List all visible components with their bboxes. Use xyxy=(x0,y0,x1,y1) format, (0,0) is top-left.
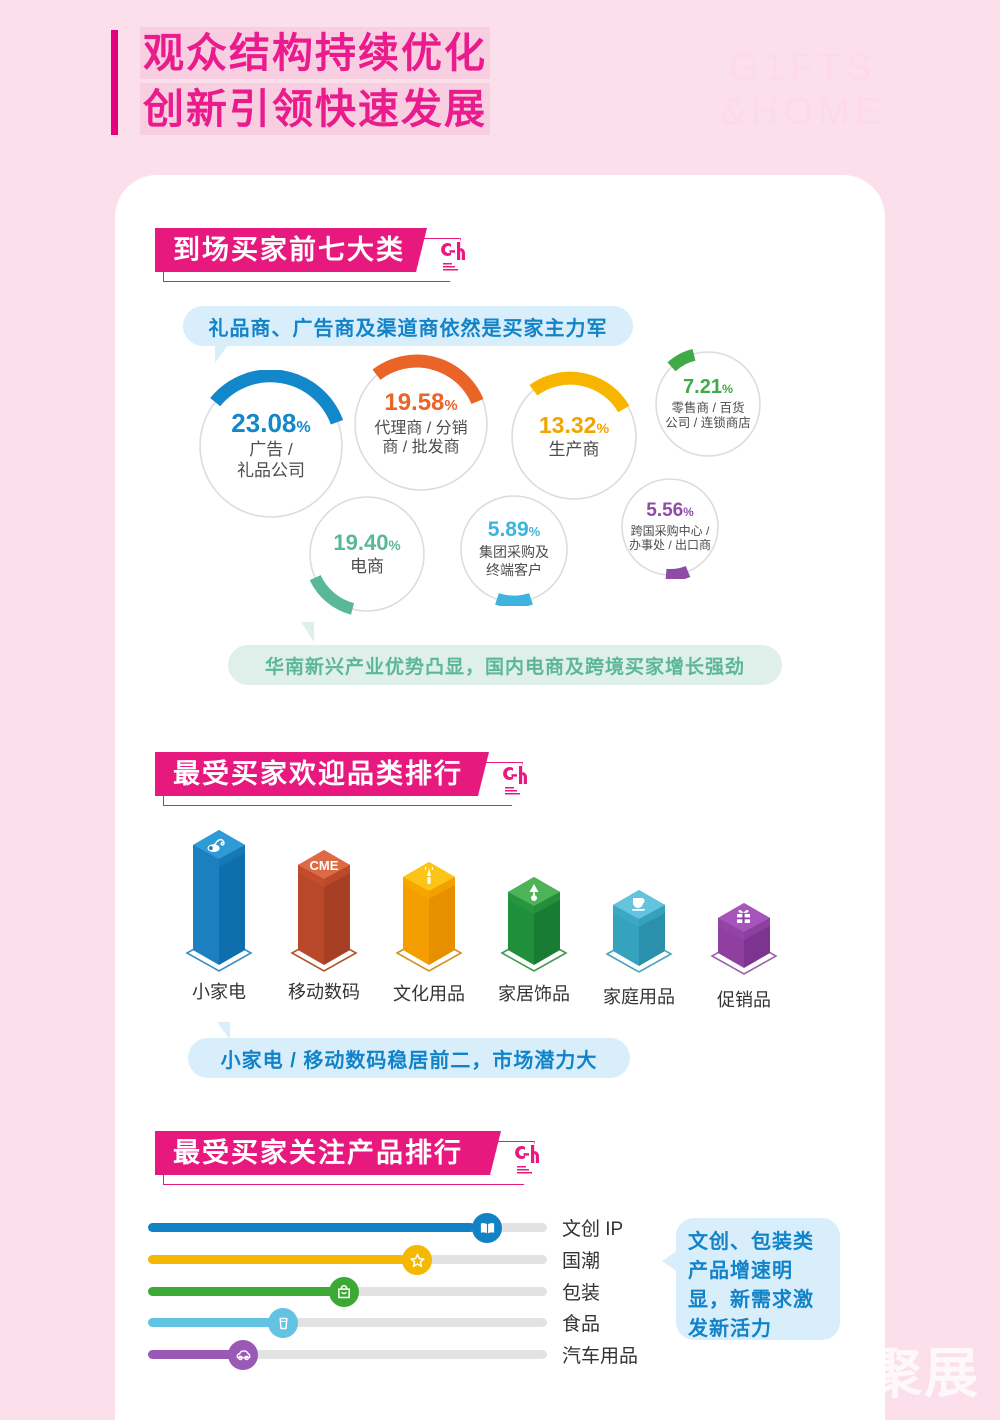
callout-categories-text: 小家电 / 移动数码稳居前二，市场潜力大 xyxy=(220,1049,598,1072)
callout-products-tail xyxy=(662,1250,678,1272)
slider-track-3[interactable] xyxy=(148,1318,547,1327)
donut-advertising: 23.08% 广告 / 礼品公司 xyxy=(195,369,347,522)
banner-bg xyxy=(155,228,427,272)
bar-label-0: 小家电 xyxy=(192,982,246,1002)
brand-logo: G1FTS &HOME xyxy=(721,46,885,134)
page-header: 观众结构持续优化 创新引领快速发展 G1FTS &HOME xyxy=(0,0,1000,175)
callout-buyers-bottom: 华南新兴产业优势凸显，国内电商及跨境买家增长强劲 xyxy=(228,645,782,685)
donut-advertising-name-1: 广告 / xyxy=(249,440,293,460)
bar-household: 家庭用品 xyxy=(597,888,717,1007)
title-line-1: 观众结构持续优化 xyxy=(140,27,490,79)
callout-buyers-top-tail xyxy=(215,345,241,363)
donut-international-name-1: 跨国采购中心 / xyxy=(630,523,710,538)
donut-ecommerce: 19.40% 电商 xyxy=(305,492,429,616)
donut-manufacturer-label: 13.32% 生产商 xyxy=(538,412,610,460)
title-line-2: 创新引领快速发展 xyxy=(140,83,490,135)
slider-knob-star-icon[interactable] xyxy=(402,1245,432,1275)
banner-title-buyers: 到场买家前七大类 xyxy=(173,235,405,265)
slider-fill-3 xyxy=(148,1318,273,1327)
donut-agent-label: 19.58% 代理商 / 分销 商 / 批发商 xyxy=(374,389,468,457)
bar-chart-group: 小家电 CME 移动数码 文化用品 xyxy=(115,175,885,1420)
donut-international-value: 5.56 xyxy=(646,499,684,521)
callout-products-text: 文创、包装类产品增速明显，新需求激发新活力 xyxy=(688,1231,814,1340)
donut-group-purchase-value: 5.89 xyxy=(487,518,529,542)
callout-buyers-top-text: 礼品商、广告商及渠道商依然是买家主力军 xyxy=(208,317,608,340)
donut-manufacturer-value: 13.32 xyxy=(538,412,597,439)
callout-buyers-bottom-text: 华南新兴产业优势凸显，国内电商及跨境买家增长强劲 xyxy=(264,656,745,678)
donut-agent-value: 19.58 xyxy=(384,389,445,417)
slider-label-1: 国潮 xyxy=(562,1251,601,1272)
bar-label-5: 促销品 xyxy=(717,990,771,1010)
bar-mobile-digital: CME 移动数码 xyxy=(282,848,402,1002)
donut-group-purchase-label: 5.89% 集团采购及 终端客户 xyxy=(479,518,549,578)
donut-manufacturer: 13.32% 生产商 xyxy=(507,370,641,504)
donut-agent-name-2: 商 / 批发商 xyxy=(382,439,460,457)
bar-small-appliance: 小家电 xyxy=(177,828,297,1002)
donut-advertising-name-2: 礼品公司 xyxy=(237,461,305,481)
callout-buyers-top: 礼品商、广告商及渠道商依然是买家主力军 xyxy=(183,306,633,346)
donut-retailer-value: 7.21 xyxy=(683,375,722,398)
donut-international-label: 5.56% 跨国采购中心 / 办事处 / 出口商 xyxy=(628,499,711,553)
slider-label-2: 包装 xyxy=(562,1283,601,1304)
donut-ecommerce-value: 19.40 xyxy=(333,529,389,555)
donut-retailer-name-1: 零售商 / 百货 xyxy=(671,400,745,415)
title-accent-bar xyxy=(111,30,118,135)
brand-line-1: G1FTS xyxy=(729,47,877,89)
donut-international-name-2: 办事处 / 出口商 xyxy=(628,538,711,553)
donut-international: 5.56% 跨国采购中心 / 办事处 / 出口商 xyxy=(618,475,722,582)
donut-agent: 19.58% 代理商 / 分销 商 / 批发商 xyxy=(350,353,492,495)
donut-advertising-label: 23.08% 广告 / 礼品公司 xyxy=(231,408,311,481)
slider-knob-bag-icon[interactable] xyxy=(329,1277,359,1307)
slider-label-3: 食品 xyxy=(562,1314,601,1335)
banner-title-categories: 最受买家欢迎品类排行 xyxy=(173,759,463,789)
donut-retailer-label: 7.21% 零售商 / 百货 公司 / 连锁商店 xyxy=(665,375,751,430)
donut-ecommerce-label: 19.40% 电商 xyxy=(333,529,401,576)
banner-bg-2 xyxy=(155,752,489,796)
donut-retailer-name-2: 公司 / 连锁商店 xyxy=(665,416,751,430)
gh-logo-icon xyxy=(431,230,475,280)
banner-bg-3 xyxy=(155,1131,501,1175)
gh-logo-icon-3 xyxy=(505,1133,549,1183)
bar-label-2: 文化用品 xyxy=(393,984,465,1004)
slider-fill-0 xyxy=(148,1223,475,1232)
banner-products: 最受买家关注产品排行 xyxy=(155,1131,539,1175)
slider-knob-car-icon[interactable] xyxy=(228,1340,258,1370)
bar-home-decor: 家居饰品 xyxy=(492,875,612,1004)
bar-label-4: 家庭用品 xyxy=(603,987,675,1007)
slider-track-4[interactable] xyxy=(148,1350,547,1359)
bar-cultural-goods: 文化用品 xyxy=(387,860,507,1004)
donut-retailer: 7.21% 零售商 / 百货 公司 / 连锁商店 xyxy=(652,348,764,460)
bar-label-1: 移动数码 xyxy=(288,982,360,1002)
watermark: 聚展 xyxy=(868,1344,980,1404)
slider-fill-4 xyxy=(148,1350,233,1359)
slider-knob-book-icon[interactable] xyxy=(472,1213,502,1243)
callout-products: 文创、包装类产品增速明显，新需求激发新活力 xyxy=(676,1218,840,1340)
donut-group-purchase-name-1: 集团采购及 xyxy=(479,544,549,561)
banner-categories: 最受买家欢迎品类排行 xyxy=(155,752,527,796)
donut-agent-name-1: 代理商 / 分销 xyxy=(374,419,468,437)
bar-label-3: 家居饰品 xyxy=(498,984,570,1004)
banner-title-products: 最受买家关注产品排行 xyxy=(173,1138,463,1168)
brand-line-2: &HOME xyxy=(720,91,885,133)
slider-label-0: 文创 IP xyxy=(562,1219,624,1240)
donut-ecommerce-name: 电商 xyxy=(350,556,384,576)
gh-logo-icon-2 xyxy=(493,754,537,804)
donut-manufacturer-name: 生产商 xyxy=(548,440,600,460)
donut-group-purchase: 5.89% 集团采购及 终端客户 xyxy=(457,492,571,608)
slider-label-4: 汽车用品 xyxy=(562,1346,639,1367)
banner-buyers: 到场买家前七大类 xyxy=(155,228,465,272)
donut-chart-group: 23.08% 广告 / 礼品公司 19.58% 代理商 / 分销 商 / 批发商 xyxy=(115,175,885,735)
page-title: 观众结构持续优化 创新引领快速发展 xyxy=(140,27,490,135)
slider-fill-1 xyxy=(148,1255,406,1264)
donut-group-purchase-name-2: 终端客户 xyxy=(486,561,542,578)
callout-categories: 小家电 / 移动数码稳居前二，市场潜力大 xyxy=(188,1038,630,1078)
svg-text:CME: CME xyxy=(310,858,339,873)
bar-promotional: 促销品 xyxy=(702,901,822,1010)
donut-advertising-value: 23.08 xyxy=(231,408,297,439)
slider-knob-cup-drink-icon[interactable] xyxy=(268,1308,298,1338)
slider-fill-2 xyxy=(148,1287,333,1296)
